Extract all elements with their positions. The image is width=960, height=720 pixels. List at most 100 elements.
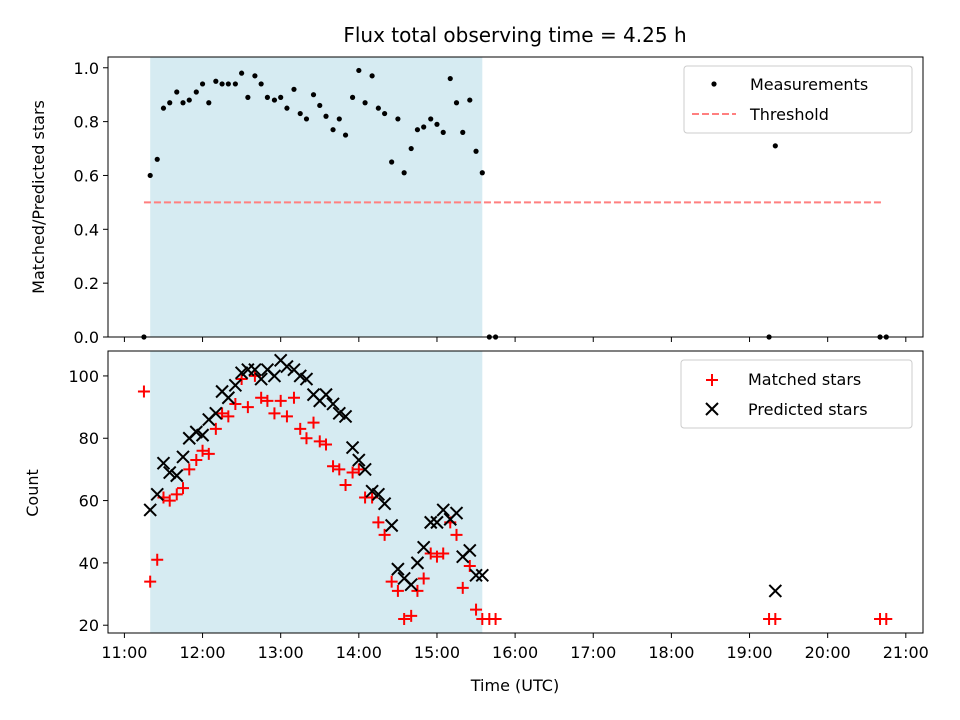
measurement-point	[219, 81, 225, 87]
measurement-point	[225, 81, 231, 87]
predicted-star-point	[319, 387, 333, 402]
matched-star-point	[300, 432, 313, 445]
measurement-point	[199, 81, 206, 87]
top-ytick-label: 0.8	[74, 113, 99, 132]
matched-star-point	[456, 581, 469, 594]
matched-star-point	[405, 609, 418, 622]
matched-star-point	[183, 463, 196, 476]
measurement-point	[401, 170, 407, 176]
bottom-xtick-label: 18:00	[648, 643, 694, 662]
measurement-point	[342, 132, 349, 138]
bottom-xtick-label: 14:00	[336, 643, 382, 662]
measurement-point	[239, 70, 245, 76]
predicted-star-point	[176, 450, 190, 464]
matched-star-point	[437, 547, 450, 560]
bottom-xtick-label: 15:00	[414, 643, 460, 662]
matched-star-point	[137, 385, 150, 398]
legend-matched-stars: Matched stars	[748, 370, 861, 389]
measurement-point	[479, 170, 485, 176]
matched-star-point	[222, 410, 235, 423]
predicted-star-point	[416, 540, 431, 555]
measurement-point	[434, 121, 440, 127]
measurement-point	[369, 73, 375, 79]
bottom-xtick-label: 13:00	[258, 643, 304, 662]
measurement-point	[291, 86, 297, 92]
measurement-point	[362, 100, 368, 106]
predicted-star-point	[358, 462, 372, 477]
matched-star-point	[255, 391, 268, 404]
matched-star-point	[411, 584, 424, 597]
predicted-star-point	[469, 568, 483, 583]
measurement-point	[330, 127, 336, 133]
matched-star-point	[196, 444, 209, 457]
measurement-points	[141, 67, 889, 340]
measurement-point	[336, 116, 342, 122]
measurement-point	[382, 110, 388, 117]
bottom-xtick-label: 16:00	[492, 643, 538, 662]
predicted-star-point	[384, 518, 399, 533]
predicted-star-point	[352, 453, 366, 467]
measurement-point	[421, 124, 427, 130]
predicted-star-point	[463, 543, 477, 558]
measurement-point	[206, 100, 212, 106]
measurement-point	[467, 97, 473, 103]
top-y-label: Matched/Predicted stars	[29, 100, 48, 294]
measurement-point	[317, 102, 323, 109]
measurement-point	[772, 143, 778, 149]
predicted-star-points	[143, 353, 783, 598]
measurement-point	[303, 116, 310, 122]
matched-star-point	[170, 488, 183, 501]
measurement-point	[395, 116, 401, 122]
matched-star-point	[385, 575, 398, 588]
matched-star-point	[229, 397, 242, 410]
bottom-ytick-label: 40	[79, 554, 99, 573]
matched-star-point	[417, 572, 430, 585]
matched-star-point	[470, 603, 483, 616]
measurement-point	[440, 129, 446, 135]
measurement-point	[460, 129, 466, 135]
measurement-point	[213, 78, 219, 84]
legend-dot-icon	[711, 81, 717, 87]
measurement-point	[453, 100, 460, 106]
bottom-panel: 20 40 60 80 100 11:00 12:00 13:00 14:00 15:00 16:…	[23, 350, 929, 695]
chart-title: Flux total observing time = 4.25 h	[343, 23, 686, 47]
predicted-star-point	[228, 378, 243, 392]
measurement-point	[193, 89, 199, 95]
predicted-star-point	[254, 372, 268, 386]
matched-star-points	[137, 369, 893, 625]
top-ytick-label: 0.0	[74, 328, 99, 347]
matched-star-point	[190, 454, 203, 467]
matched-star-point	[144, 575, 157, 588]
predicted-star-point	[326, 397, 340, 411]
predicted-star-point	[280, 359, 294, 374]
predicted-star-point	[267, 369, 282, 383]
matched-star-point	[163, 494, 176, 507]
predicted-star-point	[170, 468, 184, 483]
predicted-star-point	[377, 496, 392, 511]
matched-star-point	[424, 547, 437, 560]
matched-star-point	[489, 612, 502, 625]
bottom-xtick-label: 21:00	[883, 643, 929, 662]
matched-star-point	[430, 550, 443, 563]
predicted-star-point	[371, 487, 386, 502]
predicted-star-point	[768, 584, 783, 598]
bottom-ytick-label: 80	[79, 429, 99, 448]
legend-threshold: Threshold	[749, 105, 829, 124]
measurement-point	[284, 105, 290, 111]
matched-star-point	[769, 612, 782, 625]
top-y-axis: 0.0 0.2 0.4 0.6 0.8 1.0	[74, 59, 108, 347]
matched-star-point	[280, 410, 293, 423]
measurement-point	[408, 145, 414, 152]
matched-star-point	[333, 463, 346, 476]
top-x-ticks	[123, 337, 907, 342]
measurement-point	[356, 67, 362, 74]
matched-star-point	[294, 422, 307, 435]
top-shaded-region	[150, 57, 483, 337]
matched-star-point	[151, 553, 164, 566]
predicted-star-point	[156, 456, 171, 470]
bottom-legend: Matched stars Predicted stars	[680, 359, 913, 429]
predicted-star-point	[338, 409, 353, 424]
matched-star-point	[287, 391, 300, 404]
predicted-star-point	[430, 515, 444, 530]
bottom-xtick-label: 19:00	[726, 643, 772, 662]
